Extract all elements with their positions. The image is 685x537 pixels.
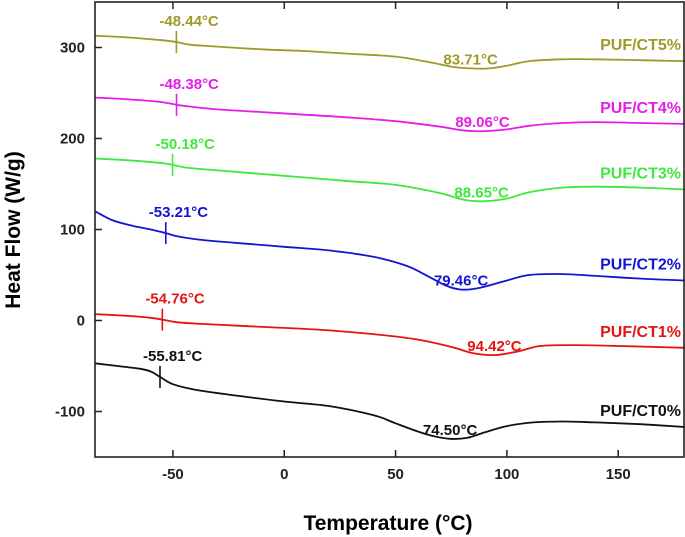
- series-line: [94, 362, 685, 440]
- x-axis-title: Temperature (°C): [303, 512, 472, 535]
- transition-label: -54.76°C: [145, 291, 205, 308]
- y-tick-label: 300: [60, 40, 85, 57]
- x-tick-label: 150: [606, 466, 631, 483]
- y-tick-label: 0: [77, 313, 85, 330]
- legend-entry: PUF/CT1%: [600, 324, 681, 341]
- peak-label: 74.50°C: [423, 422, 478, 439]
- annotations-layer: -48.44°C 83.71°C -48.38°C 89.06°C -50.18°C 88…: [143, 13, 522, 439]
- curves-layer: [94, 34, 685, 440]
- peak-label: 89.06°C: [455, 114, 510, 131]
- plot-frame: [94, 1, 685, 458]
- legend-entry: PUF/CT2%: [600, 256, 681, 273]
- x-tick-label: 0: [280, 466, 288, 483]
- series-line: [94, 96, 685, 133]
- y-axis-title: Heat Flow (W/g): [2, 151, 25, 308]
- peak-label: 83.71°C: [443, 51, 498, 68]
- series-line: [94, 157, 685, 203]
- transition-label: -48.44°C: [159, 13, 219, 30]
- x-tick-label: -50: [162, 466, 184, 483]
- series-line: [94, 210, 685, 291]
- peak-label: 88.65°C: [454, 184, 509, 201]
- transition-label: -50.18°C: [156, 136, 216, 153]
- series-line: [94, 34, 685, 70]
- transition-label: -48.38°C: [160, 76, 220, 93]
- peak-label: 94.42°C: [467, 338, 522, 355]
- y-tick-label: -100: [55, 404, 85, 421]
- legend-entry: PUF/CT5%: [600, 37, 681, 54]
- legend-entry: PUF/CT0%: [600, 403, 681, 420]
- x-tick-label: 100: [494, 466, 519, 483]
- transition-label: -55.81°C: [143, 348, 203, 365]
- y-tick-label: 200: [60, 131, 85, 148]
- axes-layer: -50 0 50 100 150 -100 0 100 200 300: [55, 2, 631, 483]
- transition-label: -53.21°C: [149, 204, 209, 221]
- peak-label: 79.46°C: [434, 273, 489, 290]
- legend-entry: PUF/CT3%: [600, 165, 681, 182]
- transition-marks-layer: [159, 31, 178, 388]
- legend-layer: PUF/CT5% PUF/CT4% PUF/CT3% PUF/CT2% PUF/CT1%…: [600, 37, 681, 420]
- legend-entry: PUF/CT4%: [600, 100, 681, 117]
- x-tick-label: 50: [387, 466, 404, 483]
- y-tick-label: 100: [60, 222, 85, 239]
